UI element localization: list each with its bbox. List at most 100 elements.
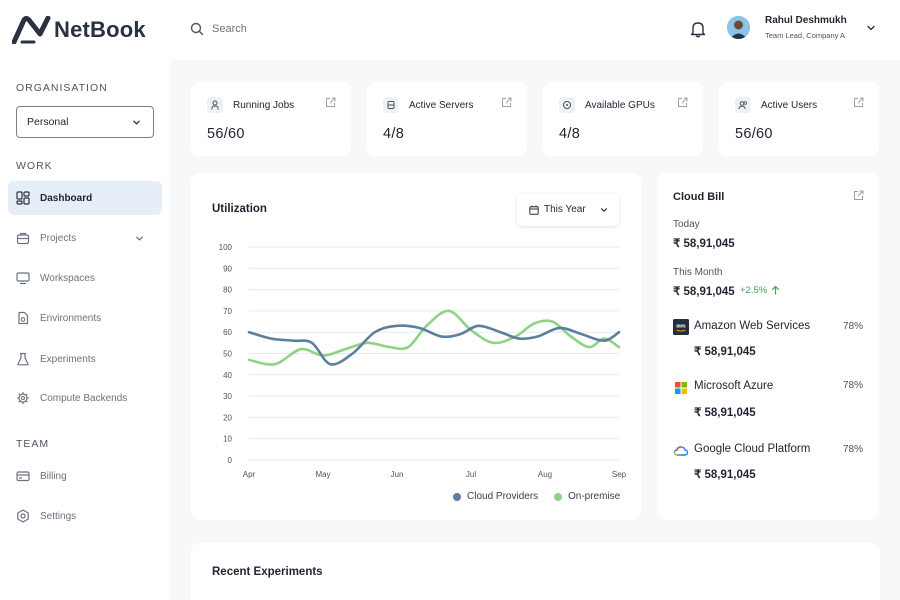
month-label: This Month — [673, 267, 723, 278]
stat-value: 4/8 — [559, 126, 581, 142]
avatar[interactable] — [727, 16, 750, 39]
calendar-icon — [529, 205, 539, 215]
sidebar-item-settings[interactable]: Settings — [8, 499, 162, 533]
google-cloud-icon — [673, 446, 689, 456]
external-link-icon[interactable] — [853, 190, 864, 201]
server-icon — [383, 97, 399, 113]
sidebar-item-workspaces[interactable]: Workspaces — [8, 261, 162, 295]
provider-name: Microsoft Azure — [694, 380, 774, 392]
sidebar-item-label: Projects — [40, 232, 77, 244]
sidebar-item-label: Workspaces — [40, 272, 95, 284]
utilization-chart: 0 10 20 30 40 50 60 70 80 90 100 Apr May Jun Jul Aug Sep — [219, 243, 627, 479]
today-label: Today — [673, 219, 700, 230]
sidebar-item-label: Dashboard — [40, 192, 93, 204]
month-amount: ₹ 58,91,045 — [673, 286, 735, 298]
aws-icon: aws — [673, 319, 689, 335]
provider-name: Amazon Web Services — [694, 320, 811, 332]
dashboard-icon — [16, 191, 30, 205]
user-avatar-icon — [727, 16, 750, 39]
organisation-select-value: Personal — [27, 116, 69, 128]
sidebar: ORGANISATION Personal WORK Dashboard Pro… — [0, 60, 170, 600]
stat-label: Active Users — [761, 100, 818, 111]
stat-value: 56/60 — [735, 126, 773, 142]
workspaces-icon — [16, 272, 30, 285]
y-tick-label: 90 — [223, 264, 232, 273]
external-link-icon[interactable] — [677, 97, 688, 108]
provider-amount: ₹ 58,91,045 — [694, 407, 756, 419]
utilization-card: Utilization This Year 0 10 20 30 40 50 60 70 80 9… — [191, 173, 641, 520]
compute-icon — [17, 392, 29, 404]
organisation-select[interactable]: Personal — [16, 106, 154, 138]
series-line-cloud-providers — [247, 324, 621, 366]
legend-on-premise: On-premise — [554, 491, 620, 502]
person-icon — [207, 97, 223, 113]
sidebar-item-experiments[interactable]: Experiments — [8, 342, 162, 376]
environments-icon — [18, 311, 29, 325]
series-line-on-premise — [247, 309, 621, 366]
top-header: NetBook Rahul Deshmukh Team Lead, Compan… — [0, 0, 900, 60]
cloud-bill-title: Cloud Bill — [673, 191, 725, 203]
x-tick-label: May — [315, 470, 330, 479]
sidebar-item-label: Billing — [40, 470, 67, 482]
legend-dot — [554, 492, 562, 501]
month-change: +2.5% — [740, 285, 768, 296]
search-icon — [190, 22, 204, 36]
period-dropdown[interactable]: This Year — [517, 194, 619, 226]
recent-experiments-card: Recent Experiments — [191, 543, 880, 600]
y-tick-label: 40 — [223, 371, 232, 380]
settings-icon — [17, 509, 29, 523]
section-label-work: WORK — [16, 160, 53, 172]
sidebar-item-label: Environments — [40, 312, 102, 324]
provider-percent: 78% — [842, 380, 863, 391]
legend-label: On-premise — [568, 491, 621, 502]
user-name: Rahul Deshmukh — [765, 15, 847, 26]
sidebar-item-dashboard[interactable]: Dashboard — [8, 181, 162, 215]
legend-label: Cloud Providers — [467, 491, 539, 502]
recent-experiments-title: Recent Experiments — [212, 566, 323, 578]
external-link-icon[interactable] — [501, 97, 512, 108]
stat-label: Active Servers — [409, 100, 474, 111]
legend-cloud-providers: Cloud Providers — [453, 491, 538, 502]
stat-label: Available GPUs — [585, 100, 655, 111]
utilization-title: Utilization — [212, 203, 267, 215]
stat-value: 56/60 — [207, 126, 245, 142]
bell-icon[interactable] — [690, 20, 706, 38]
sidebar-item-compute-backends[interactable]: Compute Backends — [8, 381, 162, 415]
external-link-icon[interactable] — [853, 97, 864, 108]
provider-name: Google Cloud Platform — [694, 443, 811, 455]
x-tick-label: Jun — [391, 470, 404, 479]
logo-text: NetBook — [54, 17, 146, 42]
sidebar-item-environments[interactable]: Environments — [8, 301, 162, 335]
sidebar-item-billing[interactable]: Billing — [8, 459, 162, 493]
y-tick-label: 80 — [223, 286, 232, 295]
experiments-icon — [17, 352, 29, 366]
stat-card-available-gpus: Available GPUs 4/8 — [543, 82, 703, 156]
chevron-down-icon[interactable] — [866, 23, 876, 33]
logo[interactable]: NetBook — [12, 16, 146, 44]
legend-dot — [453, 492, 461, 501]
y-tick-label: 60 — [223, 328, 232, 337]
sidebar-item-label: Settings — [40, 510, 77, 522]
y-tick-label: 30 — [223, 392, 232, 401]
stat-card-active-users: Active Users 56/60 — [719, 82, 879, 156]
x-tick-label: Aug — [538, 470, 552, 479]
chevron-down-icon[interactable] — [135, 234, 144, 243]
users-icon — [735, 97, 751, 113]
billing-icon — [16, 471, 30, 482]
search-input[interactable] — [212, 18, 512, 40]
provider-amount: ₹ 58,91,045 — [694, 469, 756, 481]
external-link-icon[interactable] — [325, 97, 336, 108]
provider-percent: 78% — [842, 444, 863, 455]
provider-percent: 78% — [842, 321, 863, 332]
y-tick-label: 70 — [223, 307, 232, 316]
provider-amount: ₹ 58,91,045 — [694, 346, 756, 358]
sidebar-item-projects[interactable]: Projects — [8, 221, 162, 255]
y-tick-label: 20 — [223, 413, 232, 422]
gpu-icon — [559, 97, 575, 113]
stat-label: Running Jobs — [233, 100, 295, 111]
arrow-up-icon — [771, 285, 780, 295]
chevron-down-icon — [133, 120, 140, 125]
chevron-down-icon — [601, 208, 607, 213]
netbook-logo-icon — [12, 16, 51, 44]
today-amount: ₹ 58,91,045 — [673, 238, 735, 250]
